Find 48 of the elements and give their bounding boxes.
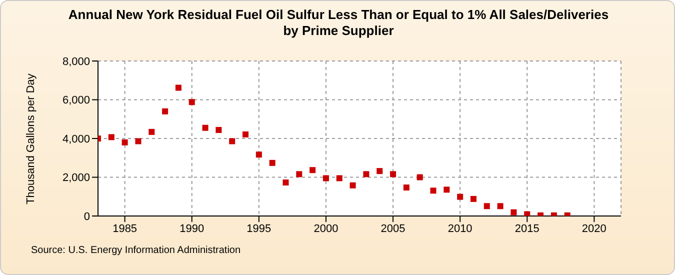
- point: [256, 152, 262, 158]
- y-tick-label: 2,000: [62, 172, 90, 184]
- point: [470, 196, 476, 202]
- point: [416, 174, 423, 180]
- point: [403, 184, 410, 191]
- x-tick-label: 2020: [582, 222, 606, 235]
- point: [322, 175, 329, 182]
- x-tick-label: 2000: [314, 222, 338, 235]
- point: [162, 108, 168, 114]
- point: [350, 182, 356, 188]
- point: [430, 188, 436, 194]
- point: [216, 126, 222, 133]
- y-tick-label: 4,000: [62, 133, 90, 146]
- point: [148, 128, 155, 135]
- x-tick-label: 1990: [180, 222, 204, 235]
- point: [108, 134, 114, 140]
- y-axis-title: Thousand Gallons per Day: [25, 74, 37, 204]
- point: [484, 203, 490, 210]
- y-tick-label: 8,000: [62, 56, 90, 68]
- point: [282, 179, 289, 186]
- point: [497, 203, 504, 210]
- point: [188, 99, 195, 106]
- point: [296, 171, 302, 178]
- point: [390, 171, 396, 178]
- chart-title: Annual New York Residual Fuel Oil Sulfur Less Than or Equal to 1% All Sales/Deliveries by Prime Supplier: [67, 7, 610, 39]
- point: [376, 168, 383, 174]
- point: [202, 124, 208, 131]
- point: [229, 138, 236, 144]
- point: [524, 211, 530, 216]
- y-tick-label: 6,000: [62, 94, 90, 107]
- point: [122, 139, 128, 146]
- point: [242, 131, 249, 138]
- x-tick-label: 2015: [514, 222, 540, 235]
- x-tick-label: 1985: [112, 222, 138, 235]
- point: [444, 186, 450, 193]
- point: [269, 160, 276, 166]
- source-note: Source: U.S. Energy Information Administration: [31, 245, 241, 256]
- point: [336, 175, 342, 182]
- point: [135, 138, 142, 144]
- point: [457, 194, 464, 200]
- point: [175, 84, 182, 91]
- x-tick-label: 2010: [448, 222, 472, 235]
- y-tick-label: 0: [84, 210, 90, 223]
- point: [510, 209, 517, 216]
- x-tick-label: 2005: [380, 222, 406, 235]
- x-tick-label: 1995: [246, 222, 272, 235]
- point: [363, 171, 370, 178]
- point: [310, 167, 316, 174]
